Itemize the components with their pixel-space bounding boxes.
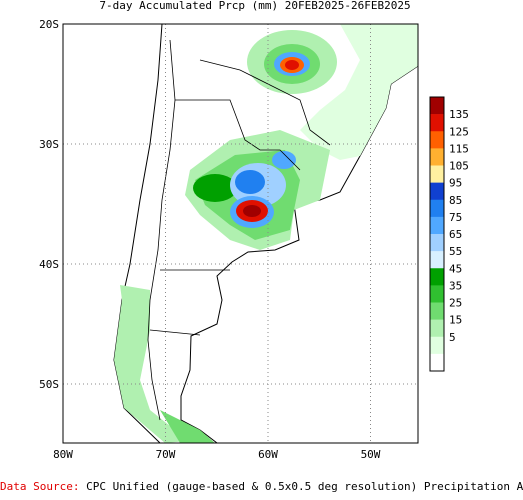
legend-swatch [430, 319, 444, 338]
legend-label: 55 [449, 245, 462, 258]
legend-swatch [430, 199, 444, 218]
map-frame [62, 23, 419, 444]
lon-label: 80W [53, 448, 73, 461]
legend-swatch [430, 268, 444, 286]
legend-swatch [430, 182, 444, 201]
legend-label: 95 [449, 177, 462, 190]
legend-label: 135 [449, 108, 469, 121]
source-label: Data Source: [0, 480, 79, 493]
legend-swatch [430, 285, 444, 303]
legend-label: 15 [449, 314, 462, 327]
legend-swatch [430, 251, 444, 269]
lat-label: 50S [39, 378, 59, 391]
legend-swatch [430, 234, 444, 252]
legend-label: 125 [449, 125, 469, 138]
lon-label: 60W [258, 448, 278, 461]
legend-label: 25 [449, 297, 462, 310]
lat-label: 20S [39, 18, 59, 31]
legend-swatch [430, 165, 444, 183]
borders [147, 39, 331, 421]
legend-swatch [430, 148, 444, 166]
legend-label: 5 [449, 331, 456, 344]
lon-label: 50W [361, 448, 381, 461]
map-title: 7-day Accumulated Prcp (mm) 20FEB2025-26… [99, 0, 410, 12]
legend-label: 115 [449, 142, 469, 155]
legend-swatch [430, 97, 444, 115]
legend-swatch [430, 131, 444, 149]
legend-label: 35 [449, 279, 462, 292]
legend-label: 45 [449, 262, 462, 275]
footer: Data Source: CPC Unified (gauge-based & … [0, 480, 523, 493]
legend-label: 85 [449, 194, 462, 207]
legend-label: 105 [449, 160, 469, 173]
legend-frame [429, 96, 445, 372]
legend-swatch [430, 114, 444, 132]
precip-shading [114, 24, 418, 443]
lon-label: 70W [156, 448, 176, 461]
legend-swatch [430, 353, 444, 372]
legend-swatch [430, 216, 444, 235]
legend-label: 65 [449, 228, 462, 241]
lat-label: 40S [39, 258, 59, 271]
source-text: CPC Unified (gauge-based & 0.5x0.5 deg r… [86, 480, 523, 493]
lat-label: 30S [39, 138, 59, 151]
legend-label: 75 [449, 211, 462, 224]
legend-swatch [430, 302, 444, 320]
legend-swatch [430, 336, 444, 355]
